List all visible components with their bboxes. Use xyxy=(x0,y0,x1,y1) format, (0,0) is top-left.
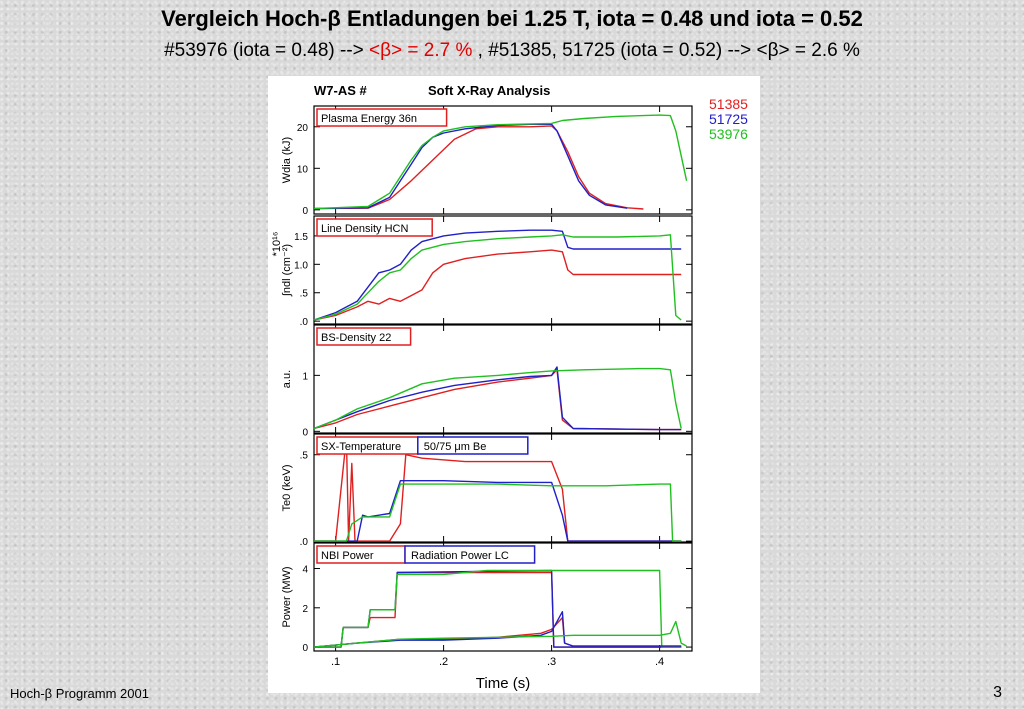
panel-label-box xyxy=(316,327,412,346)
subtitle-part2: , #51385, 51725 (iota = 0.52) --> <β> = … xyxy=(472,40,860,61)
series-line-51725 xyxy=(313,366,682,431)
panel-label2: 50/75 μm Be xyxy=(424,441,487,453)
series-line-53976 xyxy=(313,234,682,321)
y-tick-label: 1.0 xyxy=(294,260,308,271)
y-tick-label: .0 xyxy=(300,537,309,548)
legend-entry-53976: 53976 xyxy=(709,126,748,142)
panel-label-box xyxy=(316,108,448,127)
panel-label: Line Density HCN xyxy=(321,223,408,235)
legend-entry-51385: 51385 xyxy=(709,96,748,112)
panel-label2-box xyxy=(417,436,529,455)
chart-header-left: W7-AS # xyxy=(314,83,368,98)
series-line-51385 xyxy=(313,125,644,210)
y-tick-label: 1.5 xyxy=(294,232,308,243)
x-tick-label: .1 xyxy=(331,656,340,668)
legend-entry-51725: 51725 xyxy=(709,111,748,127)
series-line-53976 xyxy=(313,367,682,430)
y-tick-label: 0 xyxy=(302,643,308,654)
panel-frame-2 xyxy=(313,324,693,434)
panel-ylabel: Wdia (kJ) xyxy=(281,137,293,183)
chart-header-right: Soft X-Ray Analysis xyxy=(428,83,550,98)
panel-frame-3 xyxy=(313,433,693,543)
title-beta: β xyxy=(327,6,341,31)
series-line-53976 xyxy=(314,483,682,542)
series-line-53976 xyxy=(314,569,682,648)
series-line-51385 xyxy=(313,369,682,431)
y-tick-label: 20 xyxy=(297,123,309,134)
series-line-51725 xyxy=(313,123,628,210)
slide-subtitle: #53976 (iota = 0.48) --> <β> = 2.7 % , #… xyxy=(0,40,1024,62)
panel-label2-box xyxy=(404,545,536,564)
panel-label: Plasma Energy 36n xyxy=(321,113,417,125)
x-tick-label: .4 xyxy=(655,656,664,668)
panel-label-box xyxy=(316,218,433,237)
subtitle-highlight: <β> = 2.7 % xyxy=(369,40,473,61)
series-line-53976 xyxy=(313,620,687,648)
panel-exponent: *10¹⁶ xyxy=(271,232,283,257)
y-tick-label: 0 xyxy=(302,206,308,217)
slide-title: Vergleich Hoch-β Entladungen bei 1.25 T,… xyxy=(0,6,1024,32)
subtitle-part1: #53976 (iota = 0.48) --> xyxy=(164,40,370,61)
x-axis-label: Time (s) xyxy=(476,675,530,692)
panel-frame-4 xyxy=(313,542,693,652)
series-line-51385 xyxy=(314,436,682,542)
series-line-51725 xyxy=(313,229,682,321)
series-line-51385 xyxy=(313,249,682,321)
y-tick-label: 1 xyxy=(302,371,308,382)
y-tick-label: .5 xyxy=(300,289,309,300)
panel-ylabel: a.u. xyxy=(281,370,293,388)
chart-svg: W7-AS # Soft X-Ray Analysis 51385517255397… xyxy=(271,83,748,692)
title-suffix: Entladungen bei 1.25 T, iota = 0.48 und … xyxy=(340,6,863,31)
title-prefix: Vergleich Hoch- xyxy=(161,6,328,31)
panel-frame-0 xyxy=(313,105,693,215)
chart-figure: W7-AS # Soft X-Ray Analysis 51385 51725 5397… xyxy=(268,76,760,693)
y-tick-label: 0 xyxy=(302,427,308,438)
panel-label: SX-Temperature xyxy=(321,441,401,453)
y-tick-label: 10 xyxy=(297,164,309,175)
panel-frame-1 xyxy=(313,215,693,325)
y-tick-label: 4 xyxy=(302,565,308,576)
y-tick-label: .0 xyxy=(300,317,309,328)
page-number: 3 xyxy=(993,684,1002,701)
series-line-51725 xyxy=(314,480,682,542)
x-tick-label: .2 xyxy=(439,656,448,668)
panel-label2: Radiation Power LC xyxy=(411,550,509,562)
panel-ylabel: ∫ndl (cm⁻²) xyxy=(281,244,293,297)
y-tick-label: 2 xyxy=(302,604,308,615)
panel-ylabel: Power (MW) xyxy=(281,566,293,627)
panel-label: NBI Power xyxy=(321,550,374,562)
y-tick-label: .5 xyxy=(300,451,309,462)
series-line-53976 xyxy=(313,114,688,210)
panel-label: BS-Density 22 xyxy=(321,332,391,344)
footer-program: Hoch-β Programm 2001 xyxy=(10,686,149,701)
x-tick-label: .3 xyxy=(547,656,556,668)
panel-ylabel: Te0 (keV) xyxy=(281,464,293,511)
